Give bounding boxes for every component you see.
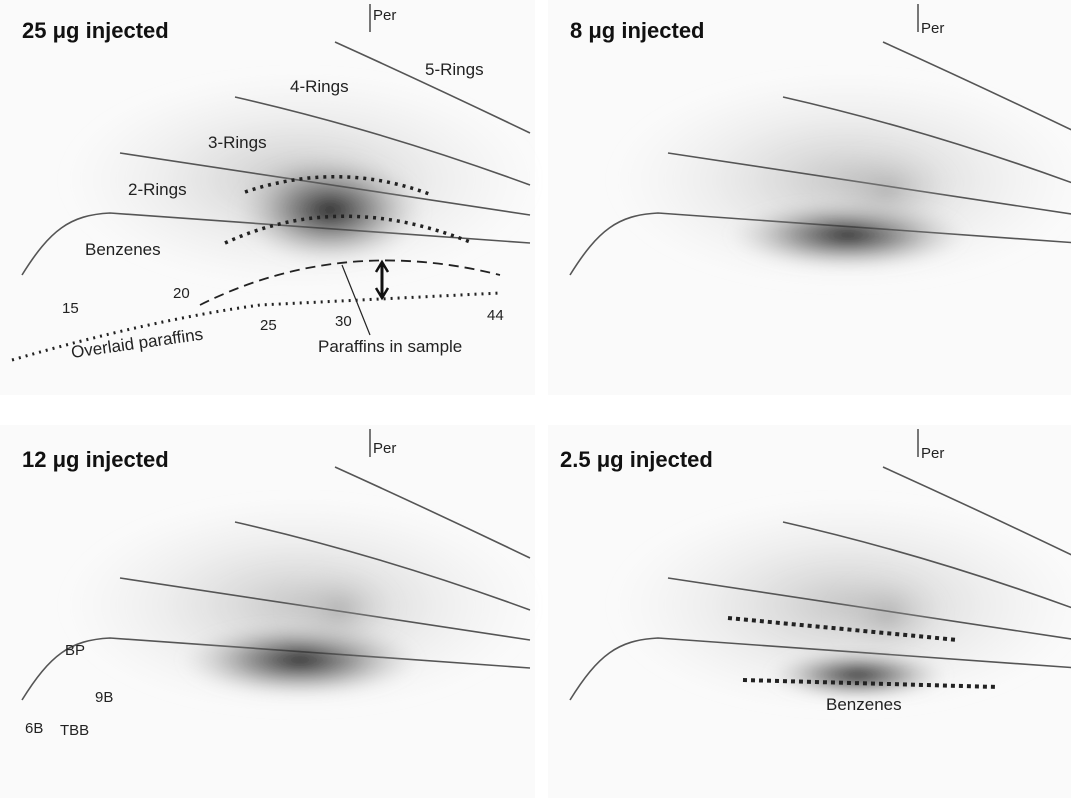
carbon-number: 15	[62, 300, 79, 317]
panel-title: 25 μg injected	[22, 18, 169, 43]
peak-label: Per	[373, 440, 396, 457]
peak-label: Per	[921, 20, 944, 37]
figure: 25 μg injected Per 5-Rings 4-Rings 3-Rin…	[0, 0, 1071, 798]
panel-2-5ug: 2.5 μg injected Per Benzenes	[548, 425, 1071, 798]
region-label: 3-Rings	[208, 133, 267, 152]
panel-title: 2.5 μg injected	[560, 447, 713, 472]
carbon-number: 44	[487, 307, 504, 324]
compound-label: TBB	[60, 722, 89, 739]
panel-25ug: 25 μg injected Per 5-Rings 4-Rings 3-Rin…	[0, 0, 540, 395]
panel-8ug: 8 μg injected Per	[548, 0, 1071, 395]
region-label: 2-Rings	[128, 180, 187, 199]
compound-label: 9B	[95, 689, 113, 706]
panel-12ug: 12 μg injected Per BP 9B 6B TBB	[0, 425, 540, 798]
region-label: 5-Rings	[425, 60, 484, 79]
region-label: 4-Rings	[290, 77, 349, 96]
compound-label: BP	[65, 642, 85, 659]
panel-title: 8 μg injected	[570, 18, 705, 43]
panel-title: 12 μg injected	[22, 447, 169, 472]
region-label: Benzenes	[85, 240, 161, 259]
compound-label: 6B	[25, 720, 43, 737]
peak-label: Per	[373, 7, 396, 24]
peak-label: Per	[921, 445, 944, 462]
carbon-number: 20	[173, 285, 190, 302]
carbon-number: 30	[335, 313, 352, 330]
carbon-number: 25	[260, 317, 277, 334]
annotation: Benzenes	[826, 695, 902, 714]
annotation: Paraffins in sample	[318, 337, 462, 356]
